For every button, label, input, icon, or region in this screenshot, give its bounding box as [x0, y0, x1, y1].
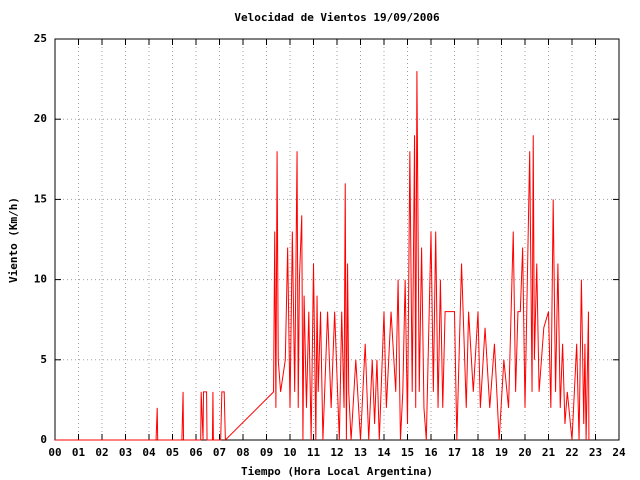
y-tick-label: 15 [34, 192, 47, 205]
y-tick-label: 20 [34, 112, 47, 125]
x-tick-label: 14 [377, 446, 391, 459]
y-tick-label: 0 [40, 433, 47, 446]
x-tick-label: 13 [354, 446, 367, 459]
x-tick-label: 23 [589, 446, 602, 459]
x-tick-label: 07 [213, 446, 226, 459]
wind-line [55, 71, 590, 442]
x-tick-label: 19 [495, 446, 508, 459]
x-tick-label: 17 [448, 446, 461, 459]
plot-frame [54, 38, 620, 441]
y-tick-label: 25 [34, 32, 47, 45]
x-tick-label: 20 [518, 446, 531, 459]
x-tick-label: 08 [236, 446, 249, 459]
x-tick-label: 16 [424, 446, 438, 459]
x-tick-label: 00 [48, 446, 61, 459]
x-tick-label: 05 [166, 446, 179, 459]
x-tick-label: 18 [471, 446, 484, 459]
x-tick-label: 02 [95, 446, 108, 459]
x-tick-label: 06 [189, 446, 203, 459]
x-tick-label: 11 [307, 446, 321, 459]
y-tick-label: 5 [40, 353, 47, 366]
x-tick-label: 21 [542, 446, 556, 459]
x-tick-label: 10 [283, 446, 296, 459]
x-tick-label: 01 [72, 446, 86, 459]
x-tick-label: 04 [142, 446, 156, 459]
x-axis-label: Tiempo (Hora Local Argentina) [241, 465, 433, 478]
x-tick-label: 22 [565, 446, 578, 459]
x-tick-label: 15 [401, 446, 414, 459]
y-tick-label: 10 [34, 273, 47, 286]
x-tick-label: 09 [260, 446, 273, 459]
chart-title: Velocidad de Vientos 19/09/2006 [234, 11, 440, 24]
y-axis-label: Viento (Km/h) [7, 197, 20, 283]
x-tick-label: 03 [119, 446, 132, 459]
x-tick-label: 12 [330, 446, 343, 459]
x-tick-label: 24 [612, 446, 626, 459]
